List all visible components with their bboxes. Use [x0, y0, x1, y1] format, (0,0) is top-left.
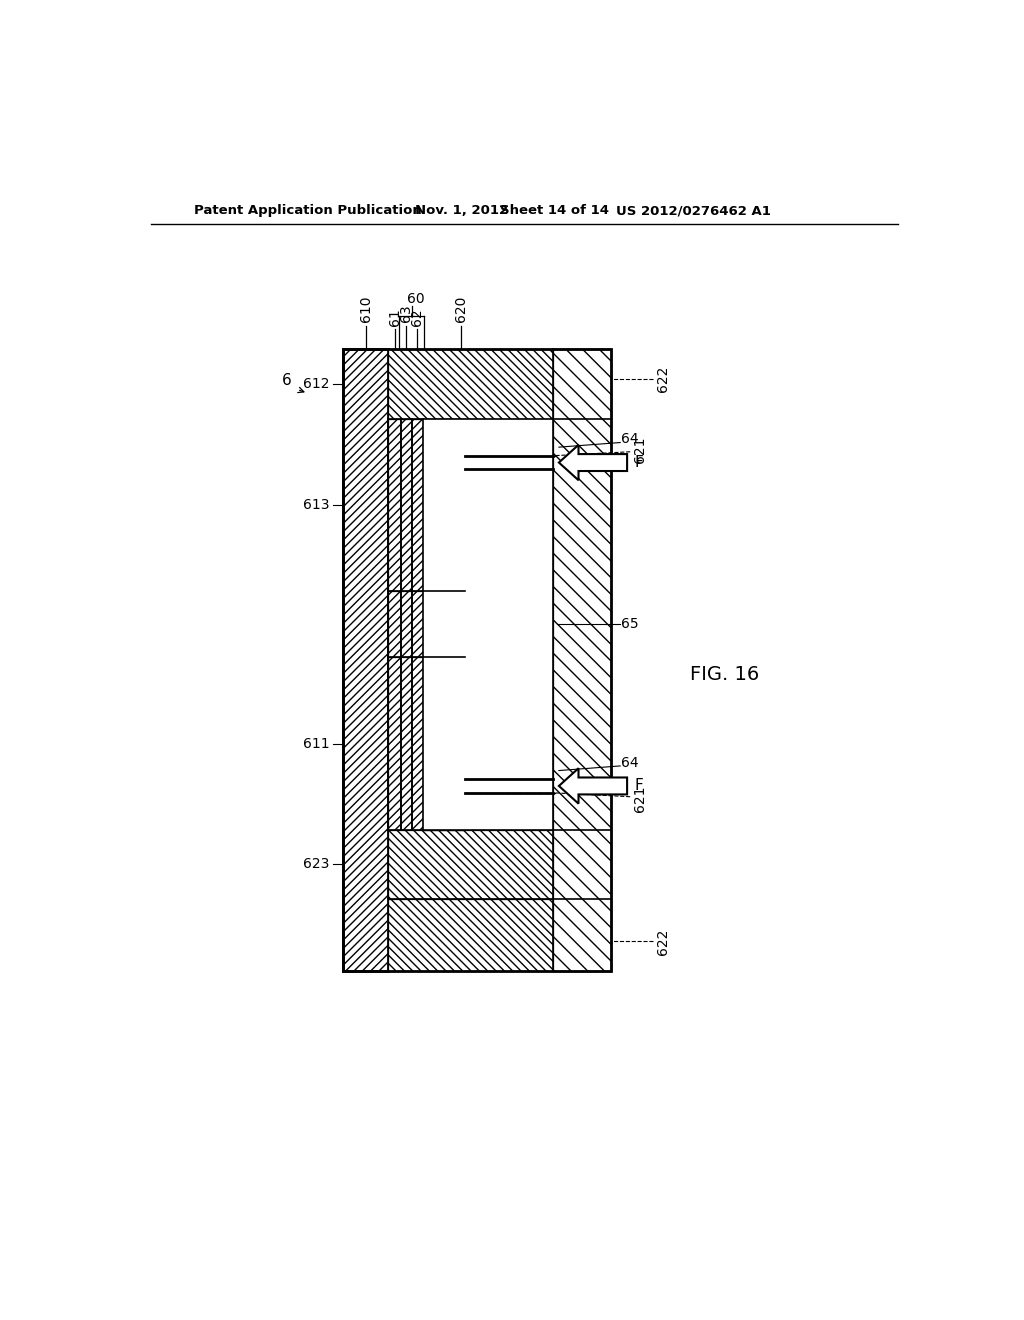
Text: 62: 62: [410, 309, 424, 326]
Text: US 2012/0276462 A1: US 2012/0276462 A1: [616, 205, 771, 218]
Bar: [388, 830, 611, 899]
Bar: [423, 418, 465, 591]
Text: 64: 64: [621, 756, 639, 770]
Bar: [388, 657, 465, 830]
Text: 620: 620: [455, 296, 468, 322]
Bar: [553, 350, 611, 970]
Polygon shape: [559, 768, 627, 804]
Text: 65: 65: [621, 618, 639, 631]
Text: 621: 621: [633, 785, 646, 812]
Text: 612: 612: [303, 378, 330, 391]
Text: 611: 611: [303, 737, 330, 751]
Bar: [465, 455, 553, 470]
Text: F: F: [634, 779, 643, 793]
Text: 613: 613: [303, 498, 330, 512]
Text: Sheet 14 of 14: Sheet 14 of 14: [500, 205, 609, 218]
Text: FIG. 16: FIG. 16: [690, 665, 760, 684]
Text: 610: 610: [359, 296, 373, 322]
Bar: [343, 350, 388, 970]
Text: 623: 623: [303, 858, 330, 871]
Text: 61: 61: [388, 309, 401, 326]
Text: 64: 64: [621, 433, 639, 446]
Bar: [343, 350, 611, 970]
Bar: [423, 657, 465, 830]
Text: 63: 63: [399, 305, 414, 322]
Bar: [388, 899, 611, 970]
Bar: [465, 779, 553, 793]
Bar: [388, 418, 465, 591]
Bar: [388, 350, 611, 418]
Text: 621: 621: [633, 436, 646, 463]
Bar: [423, 418, 553, 830]
Text: Patent Application Publication: Patent Application Publication: [194, 205, 422, 218]
Polygon shape: [559, 445, 627, 480]
Text: F: F: [634, 455, 643, 470]
Text: Nov. 1, 2012: Nov. 1, 2012: [415, 205, 508, 218]
Text: 622: 622: [655, 366, 670, 392]
Bar: [388, 591, 465, 657]
Text: 622: 622: [655, 928, 670, 954]
Text: 6: 6: [282, 372, 292, 388]
Text: 60: 60: [407, 292, 424, 306]
